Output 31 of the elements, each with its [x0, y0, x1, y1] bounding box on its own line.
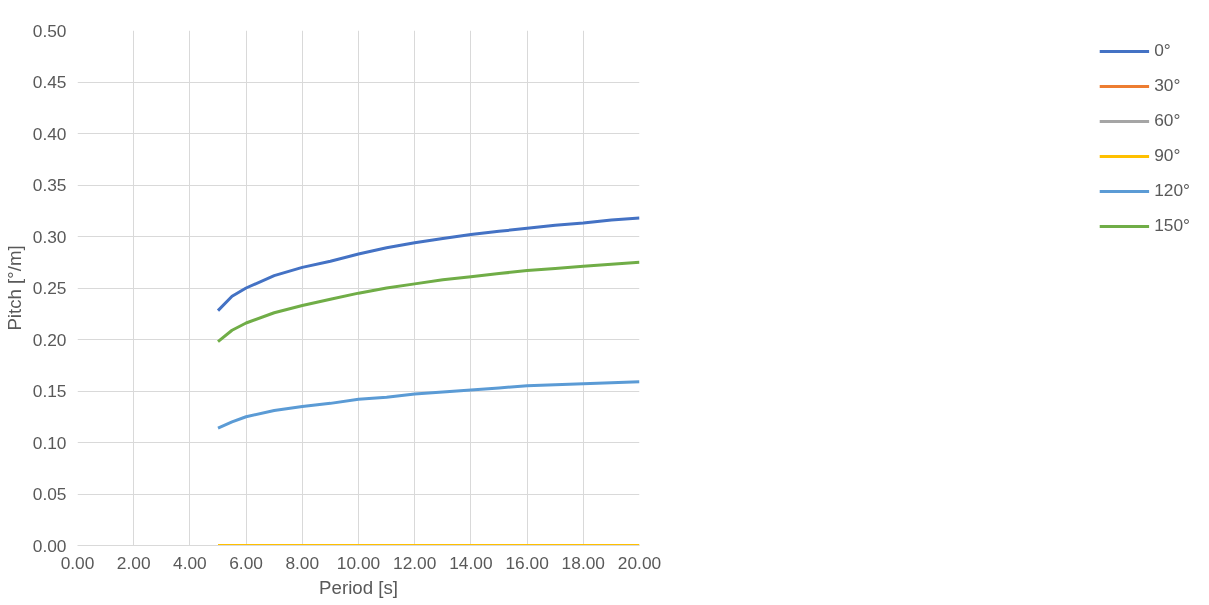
- x-tick-label: 18.00: [561, 552, 605, 573]
- line-series: [216, 216, 640, 313]
- x-tick-label: 10.00: [336, 552, 381, 573]
- x-tick-label: 6.00: [229, 552, 263, 573]
- y-tick-label: 0.15: [32, 381, 67, 401]
- x-tick-label: 20.00: [617, 552, 662, 573]
- legend-label: 60°: [1154, 110, 1181, 131]
- x-tick-label: 14.00: [449, 552, 493, 573]
- y-tick-label: 0.50: [32, 20, 67, 41]
- y-tick-label: 0.10: [32, 432, 67, 453]
- legend-label: 90°: [1154, 145, 1181, 166]
- legend-label: 30°: [1154, 75, 1181, 96]
- line-series: [216, 380, 640, 430]
- x-tick-label: 2.00: [116, 552, 151, 573]
- x-axis-title: Period [s]: [319, 576, 398, 598]
- y-tick-label: 0.05: [32, 484, 67, 504]
- x-tick-label: 12.00: [393, 552, 437, 573]
- y-tick-label: 0.30: [32, 226, 67, 247]
- line-series: [216, 260, 640, 344]
- y-tick-label: 0.40: [32, 123, 67, 144]
- legend-label: 150°: [1154, 215, 1190, 236]
- y-tick-label: 0.20: [32, 329, 67, 350]
- legend-label: 0°: [1154, 40, 1172, 61]
- x-tick-label: 16.00: [505, 552, 549, 573]
- legend-label: 120°: [1154, 180, 1190, 201]
- y-tick-label: 0.35: [32, 175, 67, 195]
- y-tick-label: 0.25: [32, 278, 67, 298]
- y-tick-label: 0.45: [32, 72, 67, 92]
- y-axis-title: Pitch [°/m]: [3, 245, 25, 331]
- x-tick-label: 4.00: [173, 552, 207, 573]
- x-tick-label: 8.00: [285, 552, 320, 573]
